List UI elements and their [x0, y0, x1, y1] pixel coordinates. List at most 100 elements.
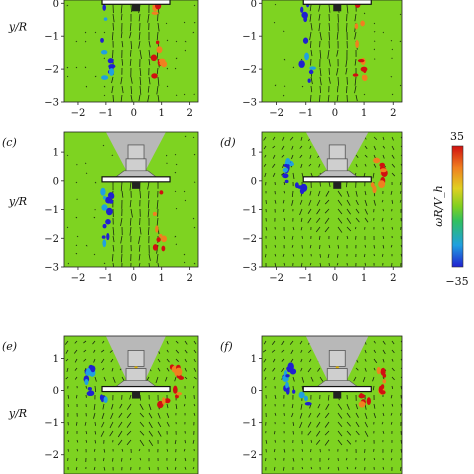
- y-tick-label: 0: [251, 386, 257, 397]
- vector-arrow: [324, 208, 330, 214]
- vorticity-spot: [159, 61, 166, 66]
- vector-arrow: [390, 190, 393, 195]
- vorticity-spot: [380, 390, 386, 395]
- vector-arrow: [328, 181, 331, 187]
- vector-arrow: [283, 190, 286, 194]
- vector-arrow: [85, 439, 88, 443]
- vector-arrow: [382, 466, 385, 470]
- vector-arrow: [120, 94, 123, 102]
- vector-arrow: [92, 340, 96, 345]
- vector-arrow: [363, 253, 366, 258]
- x-tick-label: 1: [361, 108, 367, 119]
- vorticity-spot: [103, 396, 108, 404]
- vector-arrow: [103, 31, 106, 34]
- vector-arrow: [94, 421, 96, 426]
- panel-frame: [261, 335, 403, 474]
- vector-arrow: [328, 76, 331, 84]
- vector-arrow: [346, 235, 349, 240]
- vector-arrow: [301, 85, 304, 88]
- vector-arrow: [109, 430, 114, 437]
- vector-arrow: [355, 163, 358, 168]
- vector-arrow: [400, 439, 402, 444]
- vector-arrow: [308, 412, 312, 418]
- vector-arrow: [148, 40, 151, 48]
- vector-arrow: [174, 190, 177, 193]
- vector-arrow: [67, 448, 69, 452]
- vector-arrow: [67, 430, 69, 434]
- vector-arrow: [139, 457, 142, 461]
- vector-arrow: [373, 367, 376, 371]
- vector-arrow: [364, 190, 367, 196]
- vector-arrow: [193, 349, 197, 354]
- vector-arrow: [399, 40, 402, 43]
- vector-arrow: [355, 208, 360, 214]
- vector-arrow: [67, 439, 70, 443]
- vector-arrow: [319, 253, 321, 258]
- vector-arrow: [157, 22, 160, 32]
- vorticity-spot: [102, 4, 107, 11]
- vector-arrow: [391, 367, 395, 372]
- vector-arrow: [112, 235, 115, 243]
- vector-arrow: [273, 21, 276, 24]
- vector-arrow: [184, 358, 187, 363]
- vector-arrow: [65, 376, 69, 380]
- vector-arrow: [291, 199, 294, 206]
- vector-arrow: [292, 430, 294, 435]
- vorticity-spot: [378, 180, 386, 188]
- vector-arrow: [193, 376, 197, 380]
- vector-arrow: [148, 430, 153, 437]
- rotor-disc: [302, 0, 372, 5]
- vector-arrow: [391, 349, 395, 354]
- vector-arrow: [391, 172, 396, 177]
- vector-arrow: [120, 181, 123, 192]
- vector-arrow: [138, 244, 141, 252]
- colorbar-title: ωR/V_h: [432, 185, 445, 227]
- y-tick-label: −2: [242, 65, 257, 76]
- vector-arrow: [400, 358, 402, 362]
- vector-arrow: [121, 448, 124, 452]
- vector-arrow: [265, 457, 267, 462]
- vector-arrow: [364, 217, 369, 223]
- vector-arrow: [272, 163, 276, 168]
- vector-arrow: [67, 262, 70, 265]
- vector-arrow: [102, 144, 105, 147]
- vorticity-spot: [288, 162, 294, 167]
- vorticity-spot: [152, 211, 157, 216]
- vector-arrow: [325, 403, 330, 410]
- vector-arrow: [382, 403, 385, 407]
- vorticity-spot: [101, 204, 108, 211]
- vector-arrow: [310, 49, 313, 57]
- vector-arrow: [93, 253, 96, 256]
- vector-arrow: [282, 253, 285, 257]
- vector-arrow: [299, 145, 303, 149]
- panel-e: 1 0 −1 −2 y/R (e): [2, 335, 199, 474]
- vector-arrow: [166, 367, 170, 372]
- vector-arrow: [274, 412, 277, 416]
- x-tick-label: 0: [332, 108, 338, 119]
- vector-arrow: [193, 412, 196, 416]
- vorticity-spot: [159, 190, 164, 195]
- vector-arrow: [111, 403, 114, 410]
- vector-arrow: [373, 403, 376, 409]
- vector-arrow: [282, 163, 285, 168]
- vector-arrow: [309, 262, 312, 266]
- vector-arrow: [64, 340, 69, 345]
- vector-arrow: [264, 172, 267, 177]
- vector-arrow: [310, 466, 313, 470]
- vorticity-spot: [283, 167, 289, 172]
- vector-arrow: [292, 421, 295, 426]
- vector-arrow: [93, 216, 96, 219]
- vector-arrow: [66, 75, 69, 78]
- vector-arrow: [324, 421, 330, 428]
- vorticity-spot: [100, 187, 106, 196]
- vector-arrow: [373, 457, 376, 461]
- vector-arrow: [147, 226, 150, 236]
- vector-arrow: [109, 421, 114, 429]
- vector-arrow: [327, 94, 330, 102]
- vector-arrow: [119, 403, 123, 409]
- vector-arrow: [156, 217, 159, 227]
- vector-arrow: [308, 163, 312, 167]
- vector-arrow: [337, 226, 343, 233]
- vorticity-spot: [379, 162, 385, 168]
- vorticity-spot: [157, 400, 164, 409]
